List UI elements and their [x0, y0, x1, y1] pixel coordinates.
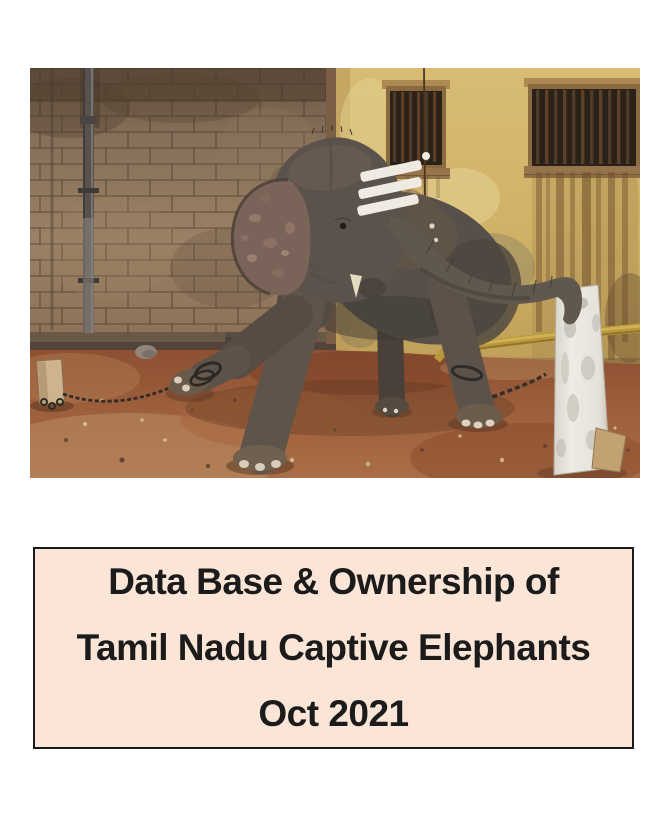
small-stone [135, 345, 157, 359]
wall-pipe [78, 68, 100, 333]
crown-hair [311, 125, 353, 136]
elephant-trunk [388, 216, 583, 325]
elephant-eye [334, 217, 352, 230]
anchor-block [30, 358, 74, 412]
barred-window-left [382, 80, 450, 179]
title-line-1: Data Base & Ownership of [108, 561, 559, 602]
elephant-near-hind-leg [427, 268, 502, 429]
elephant-raised-front-leg [169, 295, 313, 396]
mouth-shadow [358, 278, 386, 298]
elephant-far-hind-leg [375, 313, 409, 417]
title-line-2: Tamil Nadu Captive Elephants [76, 627, 591, 668]
rear-leg-chain [484, 372, 547, 402]
cover-photo [30, 68, 640, 478]
tusk-stub [350, 274, 362, 298]
elephant [169, 125, 583, 474]
stone-pillar [537, 284, 627, 478]
barred-window-right [524, 78, 640, 178]
elephant-ear [230, 178, 311, 296]
earth-floor [30, 350, 640, 478]
title-box: Data Base & Ownership of Tamil Nadu Capt… [33, 547, 634, 749]
title-line-3: Oct 2021 [258, 693, 409, 734]
rear-ankle-chain [450, 364, 484, 382]
base-wedge-stone [591, 427, 627, 473]
elephant-front-leg [233, 244, 336, 474]
